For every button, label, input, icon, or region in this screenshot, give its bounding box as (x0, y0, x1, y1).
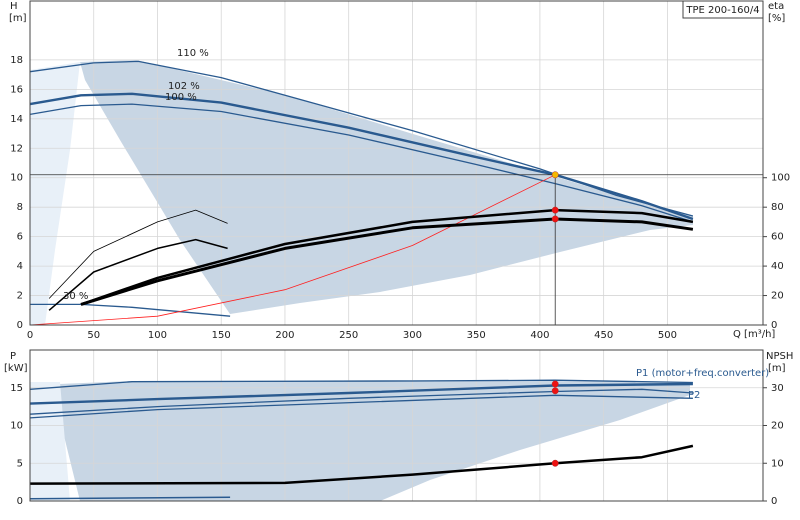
chart-title: TPE 200-160/4 (685, 5, 759, 16)
y-tick-label: 12 (10, 143, 23, 154)
y-tick-label: 15 (10, 383, 23, 394)
x-label: Q [m³/h] (733, 329, 775, 340)
duty-point (551, 387, 559, 395)
curve (29, 103, 694, 223)
title-box (682, 0, 764, 19)
y-tick-label: 18 (10, 55, 23, 66)
curve (29, 496, 231, 500)
y2-tick-label: 0 (771, 320, 777, 331)
x-tick-label: 0 (27, 330, 33, 341)
y-label: H (10, 1, 18, 12)
y2-tick-label: 20 (771, 291, 784, 302)
y-label: P (10, 351, 16, 362)
plot-frame (29, 349, 764, 502)
curve (29, 174, 556, 326)
y-tick-label: 10 (10, 173, 23, 184)
curve (48, 209, 228, 299)
duty-point (551, 459, 559, 467)
curve-label: 102 % (168, 81, 200, 92)
y-tick-label: 10 (10, 421, 23, 432)
y-tick-label: 8 (17, 202, 23, 213)
y2-tick-label: 0 (771, 496, 777, 507)
x-tick-label: 400 (530, 330, 549, 341)
curve (29, 444, 694, 485)
duty-point (551, 380, 559, 388)
curve (29, 379, 693, 390)
curve-label: P1 (motor+freq.converter) (636, 368, 769, 379)
curve-label: P2 (688, 390, 700, 401)
y-tick-label: 4 (17, 261, 23, 272)
y-unit: [m] (9, 13, 27, 24)
y2-label: eta (768, 1, 784, 12)
y2-label: NPSH (766, 351, 793, 362)
y-tick-label: 5 (17, 458, 23, 469)
y-tick-label: 0 (17, 320, 23, 331)
duty-point (551, 206, 559, 214)
x-tick-label: 450 (594, 330, 613, 341)
y-tick-label: 0 (17, 496, 23, 507)
y2-tick-label: 60 (771, 232, 784, 243)
y2-tick-label: 100 (771, 173, 790, 184)
y-tick-label: 6 (17, 232, 23, 243)
y2-tick-label: 10 (771, 458, 784, 469)
x-tick-label: 150 (212, 330, 231, 341)
x-tick-label: 350 (467, 330, 486, 341)
y2-tick-label: 80 (771, 202, 784, 213)
plot-frame (29, 0, 764, 326)
curve (29, 382, 693, 405)
x-tick-label: 500 (658, 330, 677, 341)
y2-tick-label: 40 (771, 261, 784, 272)
curve-label: 30 % (63, 291, 88, 302)
curve (29, 388, 693, 415)
curve-label: 110 % (177, 48, 209, 59)
duty-point (551, 171, 559, 179)
x-tick-label: 300 (403, 330, 422, 341)
y2-unit: [%] (768, 13, 785, 24)
curve (80, 217, 694, 306)
range-area (35, 380, 690, 501)
y2-tick-label: 20 (771, 421, 784, 432)
x-tick-label: 200 (275, 330, 294, 341)
y-tick-label: 14 (10, 114, 23, 125)
curve (48, 238, 228, 311)
curve (80, 208, 694, 306)
range-area-light (30, 382, 70, 501)
x-tick-label: 100 (148, 330, 167, 341)
curve (29, 394, 693, 419)
y2-tick-label: 30 (771, 383, 784, 394)
y2-unit: [m] (768, 363, 786, 374)
y-tick-label: 16 (10, 84, 23, 95)
curve-label: 100 % (165, 92, 197, 103)
curve (29, 92, 694, 221)
x-tick-label: 50 (87, 330, 100, 341)
duty-point (551, 215, 559, 223)
x-tick-label: 250 (339, 330, 358, 341)
y-unit: [kW] (4, 363, 28, 374)
y-tick-label: 2 (17, 291, 23, 302)
range-area-light (30, 62, 80, 325)
